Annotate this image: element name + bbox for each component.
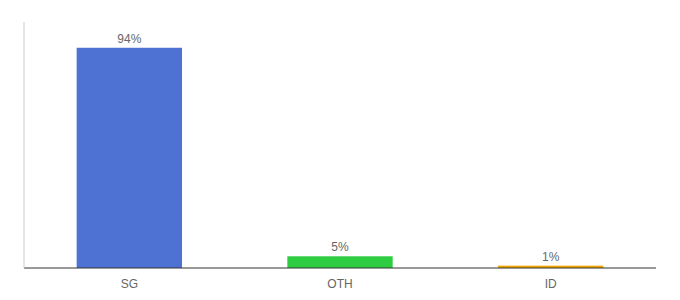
y-axis-line (24, 22, 25, 268)
data-label: 5% (331, 240, 349, 254)
x-tick-label: OTH (327, 277, 352, 291)
x-tick-label: SG (121, 277, 138, 291)
x-axis-line (24, 268, 656, 269)
chart-container: 94% 5% 1% SG OTH ID (0, 0, 680, 300)
chart: 94% 5% 1% SG OTH ID (0, 0, 680, 300)
x-tick-label: ID (545, 277, 557, 291)
bar (287, 256, 392, 268)
bars (77, 48, 604, 268)
x-tick-labels: SG OTH ID (121, 277, 557, 291)
data-label: 94% (117, 32, 141, 46)
bar (77, 48, 182, 268)
data-label: 1% (542, 250, 560, 264)
data-labels: 94% 5% 1% (117, 32, 559, 264)
